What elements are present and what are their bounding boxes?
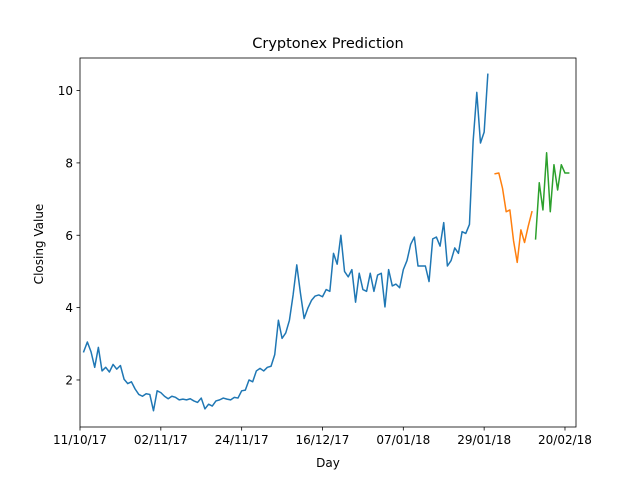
y-tick-label: 6 <box>65 229 73 243</box>
x-tick-label: 11/10/17 <box>53 433 107 447</box>
x-tick-label: 16/12/17 <box>296 433 350 447</box>
y-tick-label: 2 <box>65 373 73 387</box>
x-tick-label: 07/01/18 <box>376 433 430 447</box>
plot-frame <box>79 57 577 428</box>
y-axis-label: Closing Value <box>32 204 46 285</box>
series-line-1 <box>82 73 489 412</box>
x-tick-label: 02/11/17 <box>134 433 188 447</box>
y-tick-label: 10 <box>58 84 73 98</box>
chart-title: Cryptonex Prediction <box>252 36 404 52</box>
y-tick-label: 4 <box>65 301 73 315</box>
series-line-2 <box>494 172 533 264</box>
y-tick-label: 8 <box>65 156 73 170</box>
plot-area: 11/10/17 02/11/17 24/11/17 16/12/17 07/01/18… <box>53 57 592 447</box>
series-line-3 <box>534 152 570 240</box>
x-tick-label: 29/01/18 <box>457 433 511 447</box>
x-tick-label: 24/11/17 <box>215 433 269 447</box>
x-tick-label: 20/02/18 <box>538 433 592 447</box>
x-axis-label: Day <box>316 456 340 470</box>
